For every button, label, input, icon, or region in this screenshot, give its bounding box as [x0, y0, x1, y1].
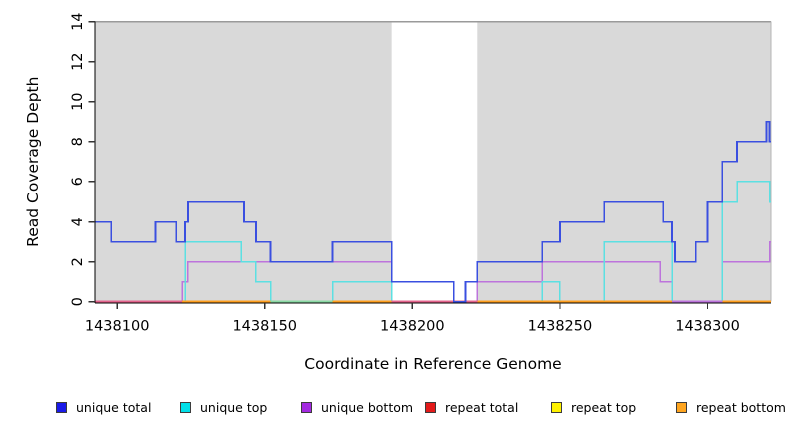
x-tick-label-1438150: 1438150 [232, 319, 297, 335]
legend-swatch-repeat-top [551, 401, 562, 413]
legend-label-repeat-total: repeat total [445, 399, 519, 415]
y-tick-label-14: 14 [70, 12, 86, 30]
y-tick-label-8: 8 [70, 137, 86, 146]
y-tick-label-2: 2 [70, 257, 86, 266]
y-tick-label-12: 12 [70, 52, 86, 70]
chart-legend: unique total unique top unique bottom repea… [0, 398, 792, 420]
y-tick-label-6: 6 [70, 177, 86, 186]
series-unique-total [95, 120, 771, 303]
legend-item-repeat-top: repeat top [551, 398, 636, 416]
x-tick-label-1438100: 1438100 [85, 319, 150, 335]
legend-swatch-repeat-bottom [676, 401, 687, 413]
legend-label-unique-bottom: unique bottom [321, 399, 414, 415]
legend-swatch-unique-bottom [301, 401, 312, 413]
y-tick-label-0: 0 [70, 297, 86, 306]
legend-item-unique-total: unique total [56, 398, 151, 416]
x-tick-label-1438300: 1438300 [675, 319, 740, 335]
legend-label-unique-total: unique total [76, 399, 152, 415]
uncovered-region [391, 21, 478, 302]
legend-item-repeat-bottom: repeat bottom [676, 398, 786, 416]
legend-item-repeat-total: repeat total [425, 398, 518, 416]
x-tick-label-1438250: 1438250 [528, 319, 593, 335]
x-axis-label: Coordinate in Reference Genome [304, 355, 561, 373]
legend-swatch-unique-total [56, 401, 67, 413]
y-tick-label-10: 10 [70, 92, 86, 110]
legend-label-repeat-top: repeat top [571, 399, 637, 415]
legend-label-repeat-bottom: repeat bottom [696, 399, 786, 415]
legend-swatch-unique-top [180, 401, 191, 413]
y-axis-label: Read Coverage Depth [24, 77, 42, 247]
legend-item-unique-top: unique top [180, 398, 267, 416]
legend-label-unique-top: unique top [200, 399, 268, 415]
legend-swatch-repeat-total [425, 401, 436, 413]
series-unique-top [95, 180, 771, 303]
y-tick-label-4: 4 [70, 217, 86, 226]
x-tick-label-1438200: 1438200 [380, 319, 445, 335]
legend-item-unique-bottom: unique bottom [301, 398, 413, 416]
